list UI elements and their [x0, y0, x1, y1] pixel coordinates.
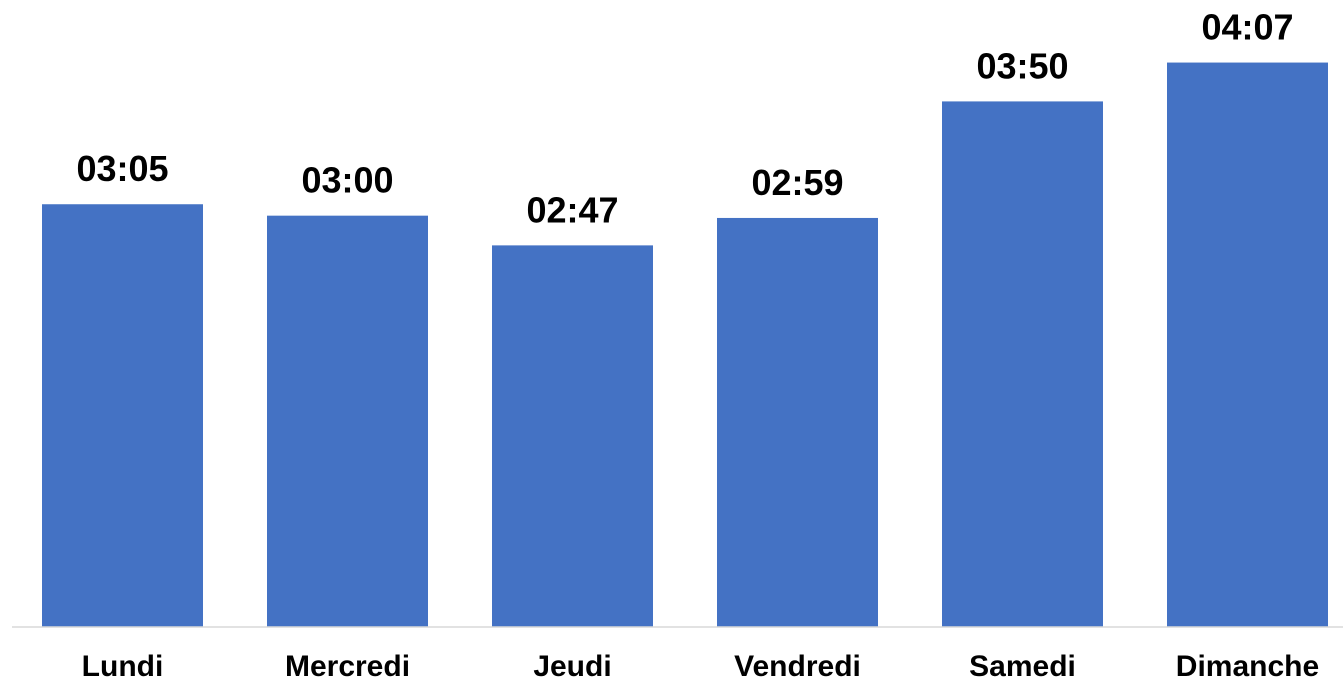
category-labels-layer: Lundi Mercredi Jeudi Vendredi Samedi Dimanche: [82, 650, 1320, 683]
value-label-lundi: 03:05: [76, 148, 168, 189]
value-label-mercredi: 03:00: [301, 160, 393, 201]
value-label-vendredi: 02:59: [751, 162, 843, 203]
category-label-jeudi: Jeudi: [533, 650, 611, 683]
category-label-vendredi: Vendredi: [734, 650, 861, 683]
value-label-dimanche: 04:07: [1201, 7, 1293, 48]
value-label-jeudi: 02:47: [526, 189, 618, 230]
category-label-dimanche: Dimanche: [1176, 650, 1319, 683]
value-label-samedi: 03:50: [976, 45, 1068, 86]
category-label-samedi: Samedi: [969, 650, 1076, 683]
category-label-lundi: Lundi: [82, 650, 164, 683]
category-label-mercredi: Mercredi: [285, 650, 410, 683]
bar-dimanche: [1167, 62, 1328, 627]
bar-vendredi: [717, 217, 878, 628]
bar-jeudi: [492, 245, 653, 627]
bar-samedi: [942, 101, 1103, 627]
bars-layer: [42, 62, 1328, 628]
bar-mercredi: [267, 215, 428, 627]
bar-lundi: [42, 204, 203, 628]
value-labels-layer: 03:05 03:00 02:47 02:59 03:50 04:07: [76, 7, 1293, 231]
